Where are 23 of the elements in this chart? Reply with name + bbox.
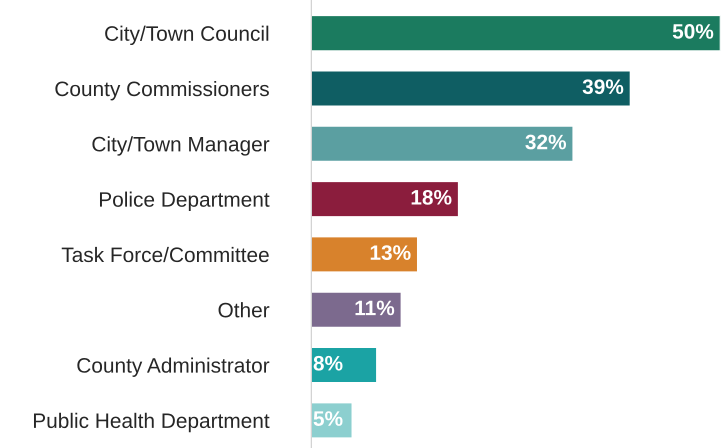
- bar: [311, 14, 720, 52]
- bar: [311, 180, 460, 218]
- y-tick-label: Task Force/Committee: [62, 246, 269, 262]
- bar: [311, 346, 378, 384]
- y-tick-label: Police Department: [100, 192, 270, 211]
- bar: [311, 236, 418, 273]
- data-label: 39%: [582, 79, 624, 94]
- data-label: 32%: [525, 134, 566, 150]
- data-label: 8%: [314, 356, 343, 371]
- y-tick-label: City/Town Manager: [92, 136, 270, 156]
- y-tick-label: Public Health Department: [34, 412, 270, 432]
- y-tick-label: Other: [218, 302, 270, 318]
- bar: [311, 125, 574, 162]
- data-label: 11%: [356, 300, 394, 316]
- bar: [311, 70, 632, 107]
- y-tick-label: County Administrator: [77, 357, 270, 377]
- y-tick-label: County Commissioners: [55, 80, 269, 100]
- data-label: 13%: [370, 245, 411, 260]
- data-label: 18%: [412, 190, 452, 205]
- data-label: 5%: [314, 411, 343, 426]
- data-label: 50%: [672, 24, 714, 39]
- y-tick-label: City/Town Council: [105, 26, 268, 46]
- bar: [311, 291, 402, 328]
